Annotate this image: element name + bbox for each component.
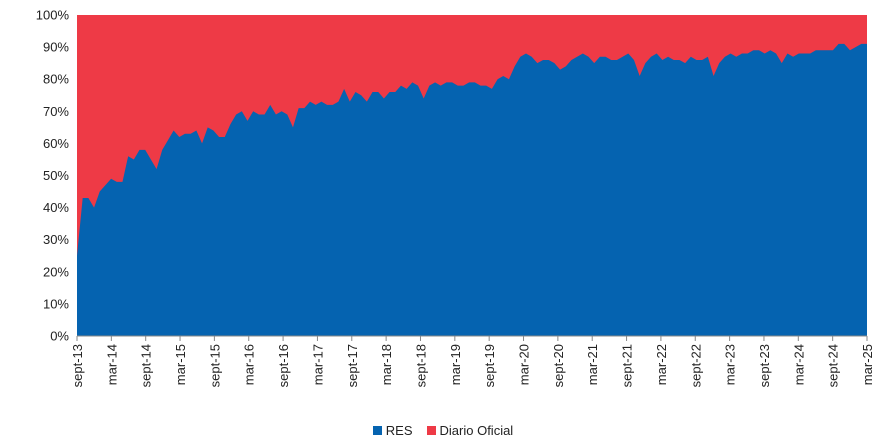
x-tick-label: sept-14 <box>139 344 154 387</box>
x-tick-label: mar-20 <box>517 344 532 385</box>
x-tick-label: mar-24 <box>791 344 806 385</box>
y-axis: 0% 10% 20% 30% 40% 50% 60% 70% 80% 90% 100% <box>36 8 70 344</box>
y-tick-label: 40% <box>43 200 69 215</box>
y-tick-label: 90% <box>43 40 69 55</box>
legend-item-diario-oficial: Diario Oficial <box>426 422 514 438</box>
legend-label-res: RES <box>385 422 413 438</box>
y-tick-label: 70% <box>43 104 69 119</box>
x-tick-label: mar-23 <box>723 344 738 385</box>
y-tick-label: 10% <box>43 296 69 311</box>
area-res <box>77 43 867 336</box>
x-tick-label: sept-21 <box>620 344 635 387</box>
x-tick-label: mar-15 <box>173 344 188 385</box>
x-tick-label: sept-24 <box>826 344 841 387</box>
legend-swatch-res <box>372 425 382 435</box>
x-tick-label: mar-18 <box>379 344 394 385</box>
y-tick-label: 60% <box>43 136 69 151</box>
y-tick-label: 50% <box>43 168 69 183</box>
x-tick-label: mar-25 <box>860 344 875 385</box>
x-tick-label: sept-19 <box>482 344 497 387</box>
y-tick-label: 30% <box>43 232 69 247</box>
areas-group <box>77 15 867 336</box>
x-tick-label: sept-23 <box>757 344 772 387</box>
x-tick-label: sept-15 <box>207 344 222 387</box>
x-tick-label: sept-13 <box>70 344 85 387</box>
x-tick-label: sept-17 <box>345 344 360 387</box>
x-tick-label: mar-19 <box>448 344 463 385</box>
x-tick-label: mar-14 <box>104 344 119 385</box>
x-tick-label: mar-21 <box>585 344 600 385</box>
legend-item-res: RES <box>372 422 413 438</box>
x-tick-label: mar-16 <box>242 344 257 385</box>
y-tick-label: 20% <box>43 264 69 279</box>
y-tick-label: 0% <box>50 329 69 344</box>
x-tick-label: mar-17 <box>310 344 325 385</box>
y-tick-label: 80% <box>43 72 69 87</box>
y-tick-label: 100% <box>36 8 70 23</box>
legend-swatch-diario-oficial <box>426 425 436 435</box>
x-tick-label: sept-22 <box>688 344 703 387</box>
x-tick-label: sept-20 <box>551 344 566 387</box>
legend: RES Diario Oficial <box>0 420 886 440</box>
x-tick-label: mar-22 <box>654 344 669 385</box>
legend-label-diario-oficial: Diario Oficial <box>439 422 514 438</box>
x-tick-label: sept-16 <box>276 344 291 387</box>
x-axis: sept-13 mar-14 sept-14 mar-15 sept-15 mar-16 s… <box>70 335 875 387</box>
x-tick-label: sept-18 <box>413 344 428 387</box>
